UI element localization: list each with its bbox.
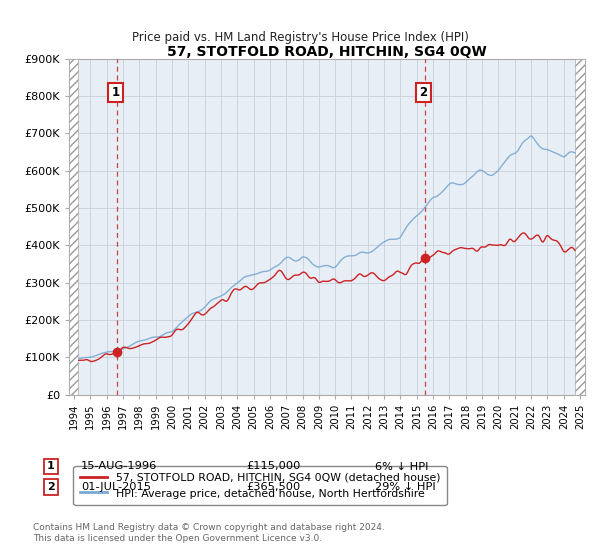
Text: £115,000: £115,000 (246, 461, 301, 472)
Text: Price paid vs. HM Land Registry's House Price Index (HPI): Price paid vs. HM Land Registry's House … (131, 31, 469, 44)
Text: 01-JUL-2015: 01-JUL-2015 (81, 482, 151, 492)
Title: 57, STOTFOLD ROAD, HITCHIN, SG4 0QW: 57, STOTFOLD ROAD, HITCHIN, SG4 0QW (167, 45, 487, 59)
Bar (575, 59, 585, 395)
Text: 29% ↓ HPI: 29% ↓ HPI (375, 482, 436, 492)
Text: 1: 1 (47, 461, 55, 472)
Legend: 57, STOTFOLD ROAD, HITCHIN, SG4 0QW (detached house), HPI: Average price, detach: 57, STOTFOLD ROAD, HITCHIN, SG4 0QW (det… (73, 466, 446, 505)
Text: 15-AUG-1996: 15-AUG-1996 (81, 461, 157, 472)
Text: 6% ↓ HPI: 6% ↓ HPI (375, 461, 428, 472)
Text: 2: 2 (419, 86, 427, 99)
Bar (69, 59, 78, 395)
Text: 1: 1 (112, 86, 120, 99)
Text: Contains HM Land Registry data © Crown copyright and database right 2024.
This d: Contains HM Land Registry data © Crown c… (33, 524, 385, 543)
Text: 2: 2 (47, 482, 55, 492)
Text: £365,500: £365,500 (246, 482, 300, 492)
